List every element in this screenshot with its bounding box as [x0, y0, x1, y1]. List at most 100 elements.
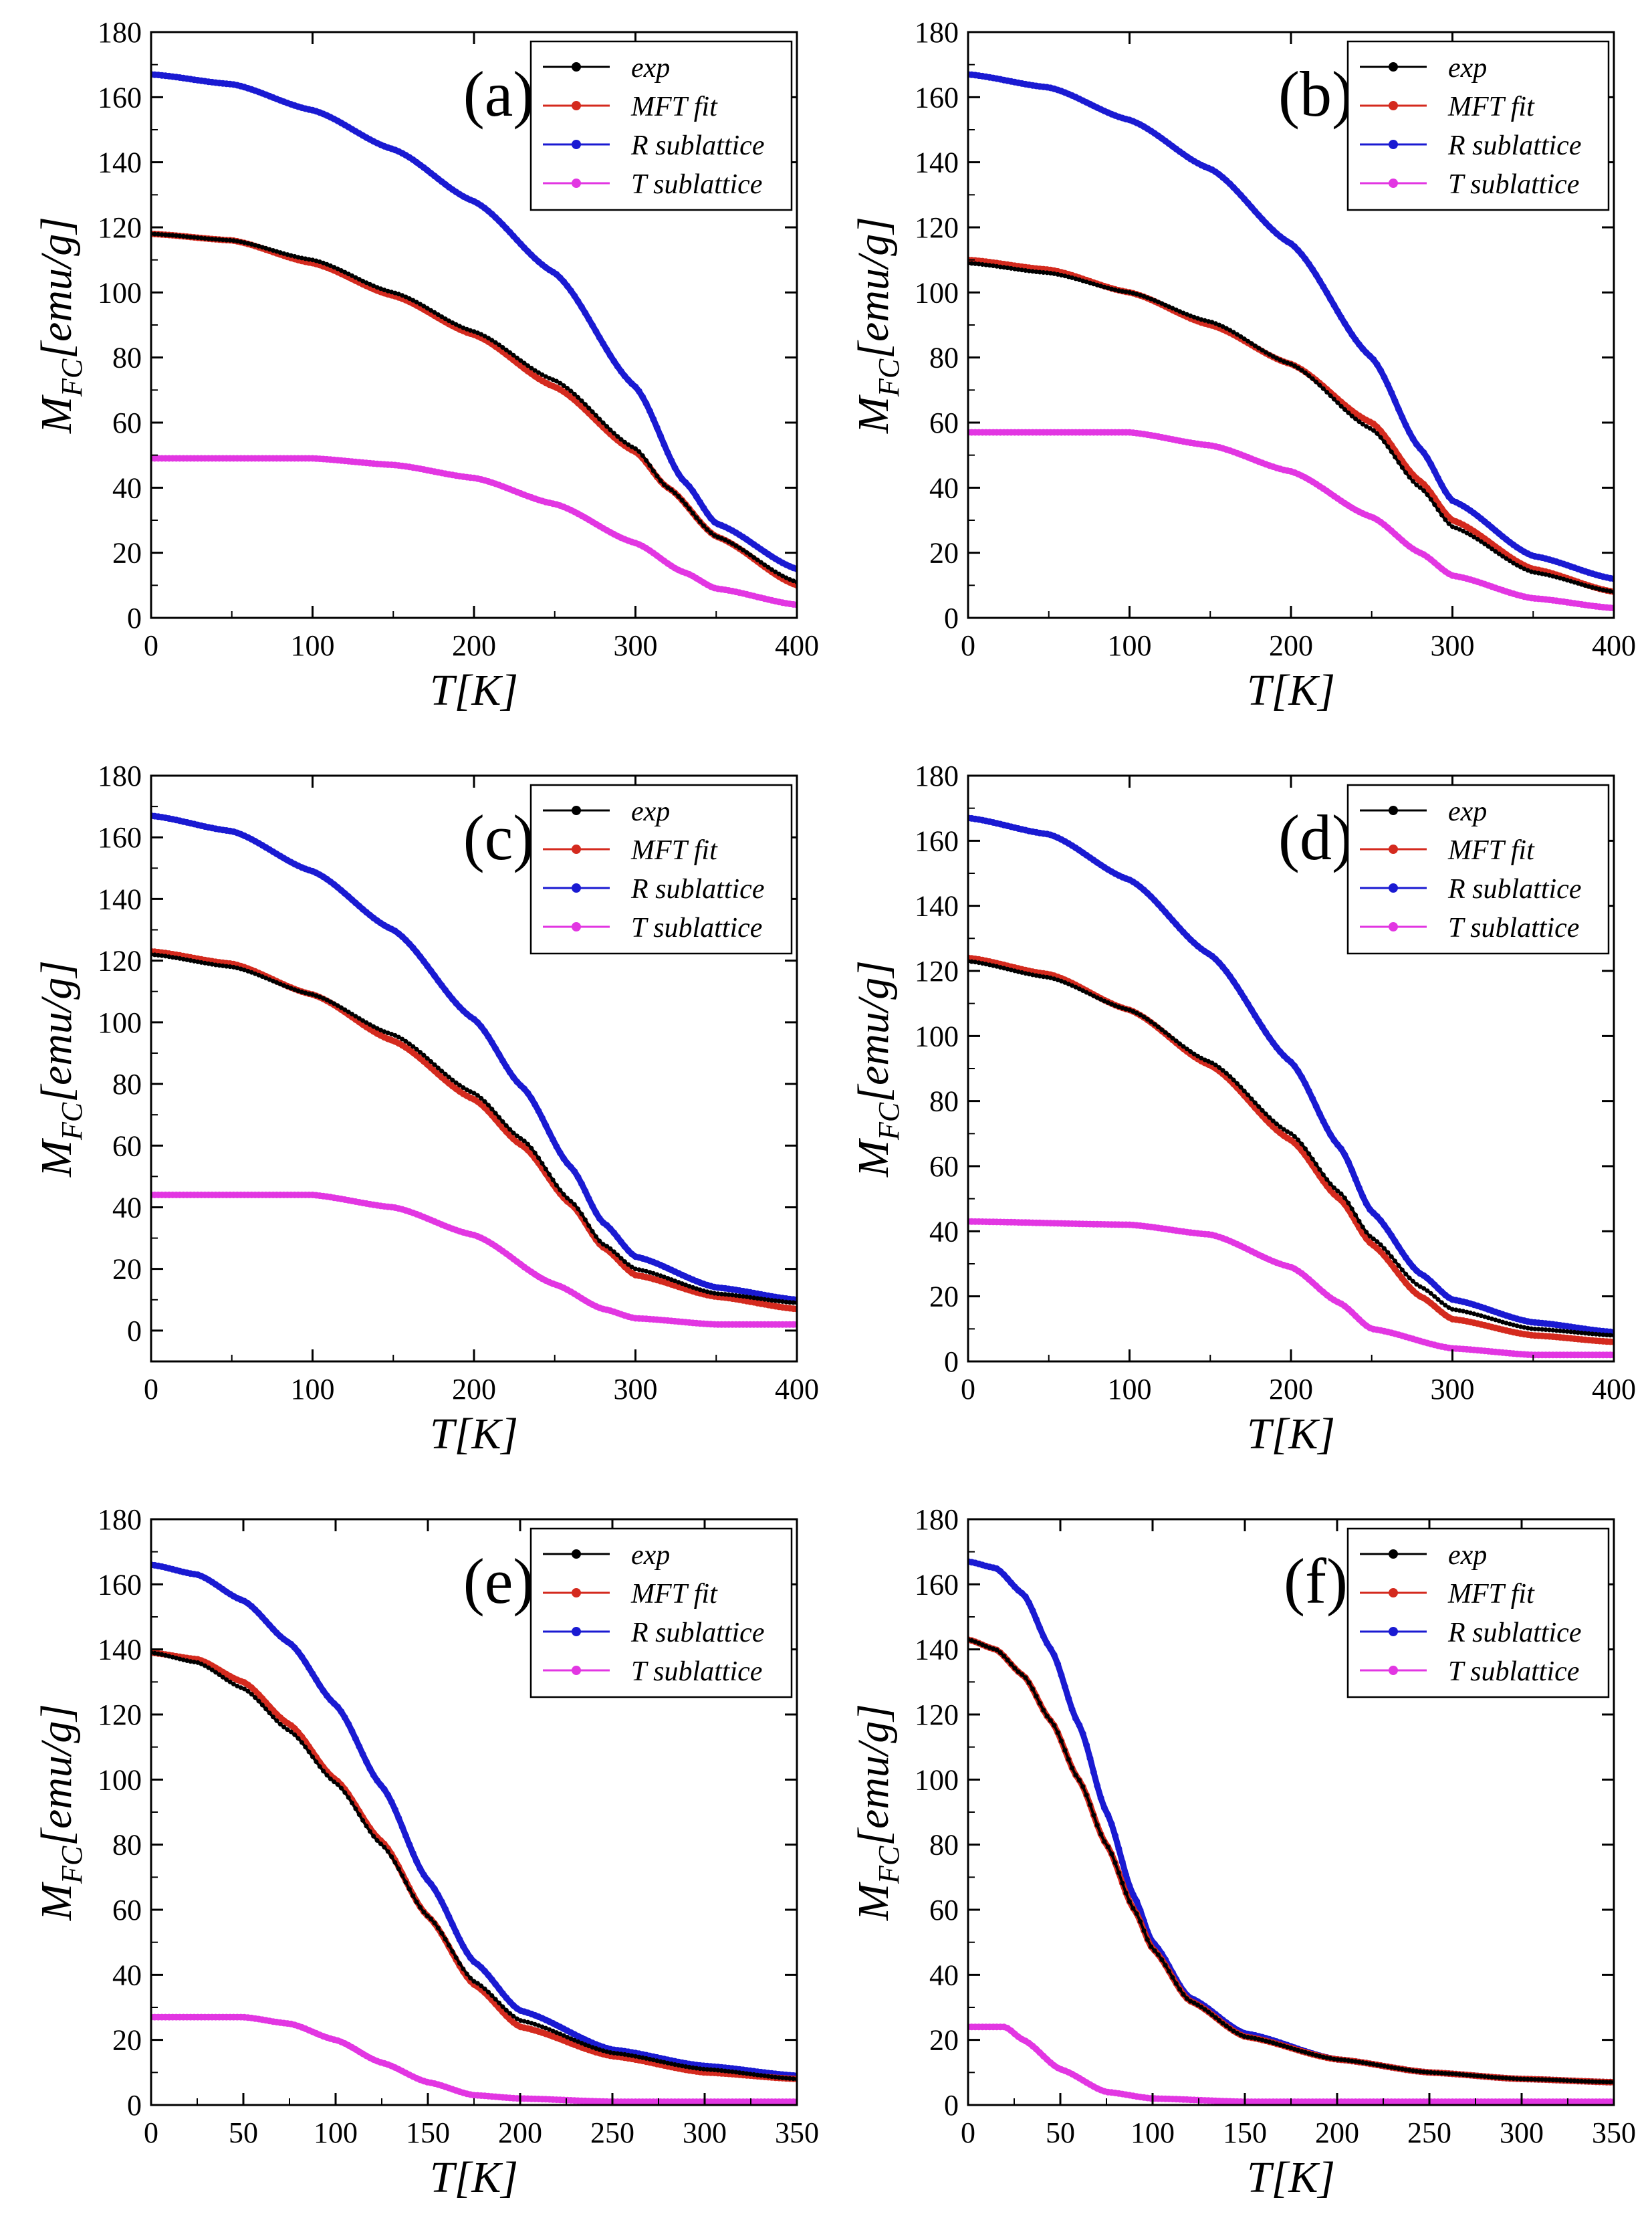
- data-point: [445, 1913, 453, 1920]
- data-point: [1246, 2035, 1251, 2039]
- legend-swatch-marker: [572, 1588, 581, 1597]
- y-tick-label: 60: [929, 1894, 959, 1926]
- data-point: [1529, 1326, 1534, 1331]
- data-point: [242, 1686, 247, 1692]
- y-tick-label: 160: [915, 1568, 959, 1601]
- data-point: [579, 398, 584, 403]
- data-point: [983, 1644, 989, 1649]
- y-axis-label-main: M: [32, 1881, 81, 1921]
- data-point: [658, 478, 663, 483]
- data-point: [572, 1202, 577, 1207]
- data-point: [543, 374, 548, 379]
- y-tick-label: 140: [98, 146, 142, 179]
- data-point: [1202, 318, 1207, 323]
- x-tick-label: 250: [1407, 2116, 1451, 2149]
- y-tick-label: 40: [112, 471, 142, 504]
- data-point: [1094, 995, 1100, 1000]
- data-point: [1227, 328, 1233, 333]
- data-point: [780, 573, 785, 578]
- data-point: [679, 2064, 685, 2069]
- data-point: [1048, 1718, 1053, 1723]
- data-point: [1554, 2078, 1559, 2083]
- data-point: [994, 1648, 999, 1652]
- data-point: [1260, 1108, 1265, 1113]
- data-point: [378, 1027, 383, 1032]
- data-point: [542, 1121, 550, 1129]
- data-point: [1149, 1019, 1154, 1024]
- data-point: [703, 510, 711, 517]
- data-point: [1471, 2073, 1477, 2078]
- data-point: [1384, 1226, 1391, 1234]
- data-point: [987, 962, 992, 968]
- data-point: [1342, 407, 1347, 412]
- series-line-fit: [968, 955, 1614, 1345]
- data-point: [1464, 2072, 1469, 2078]
- data-point: [1231, 2028, 1236, 2033]
- y-axis-label-unit: [emu/g]: [32, 960, 81, 1103]
- data-point: [1310, 2052, 1315, 2057]
- data-point: [1338, 1191, 1344, 1196]
- data-point: [163, 232, 168, 237]
- data-point: [395, 1814, 402, 1821]
- data-point: [1446, 1305, 1451, 1310]
- data-point: [217, 237, 222, 242]
- data-point: [1299, 2049, 1304, 2054]
- data-point: [1188, 313, 1193, 318]
- data-point: [352, 1735, 359, 1743]
- data-point: [1317, 1167, 1322, 1172]
- legend-swatch-marker: [572, 806, 581, 815]
- data-point: [402, 1832, 409, 1840]
- y-tick-label: 80: [112, 1068, 142, 1101]
- data-point: [1414, 482, 1419, 487]
- data-point: [550, 377, 556, 382]
- data-point: [1312, 1103, 1320, 1110]
- series-r: [968, 814, 1614, 1336]
- data-point: [1532, 2077, 1538, 2082]
- data-point: [744, 1294, 749, 1299]
- data-point: [1593, 1331, 1599, 1337]
- data-point: [338, 1708, 345, 1715]
- data-point: [1564, 2078, 1570, 2083]
- data-point: [1094, 1823, 1100, 1827]
- data-point: [432, 1920, 437, 1926]
- data-point: [363, 1758, 370, 1765]
- x-tick-label: 400: [1592, 1373, 1636, 1406]
- data-point: [644, 458, 649, 463]
- data-point: [374, 1026, 380, 1031]
- data-point: [507, 2011, 513, 2016]
- data-point: [213, 962, 219, 968]
- data-point: [712, 533, 717, 538]
- data-point: [1094, 1782, 1101, 1789]
- data-point: [708, 530, 713, 536]
- data-point: [1123, 1871, 1130, 1878]
- data-point: [310, 992, 315, 997]
- series-t: [968, 2023, 1614, 2105]
- data-point: [1238, 2032, 1244, 2037]
- data-point: [1493, 1317, 1498, 1323]
- data-point: [277, 250, 283, 255]
- data-point: [983, 962, 989, 967]
- data-point: [1546, 572, 1552, 578]
- data-point: [1220, 2021, 1225, 2026]
- data-point: [1323, 289, 1330, 296]
- data-point: [983, 262, 989, 267]
- data-point: [1461, 2072, 1466, 2078]
- data-point: [432, 310, 437, 315]
- data-point: [769, 1298, 774, 1303]
- data-point: [188, 958, 193, 963]
- data-point: [679, 497, 685, 503]
- data-point: [303, 1745, 308, 1750]
- data-point: [461, 325, 466, 330]
- data-point: [1320, 1117, 1327, 1125]
- x-tick-label: 200: [1269, 629, 1313, 662]
- data-point: [1058, 1672, 1065, 1679]
- data-point: [737, 545, 742, 550]
- panel-label: (d): [1278, 802, 1353, 873]
- data-point: [618, 368, 624, 375]
- y-tick-label: 180: [98, 16, 142, 49]
- data-point: [1091, 282, 1096, 287]
- data-point: [561, 383, 566, 389]
- data-point: [683, 502, 689, 507]
- data-point: [1558, 1328, 1562, 1333]
- data-point: [1041, 974, 1046, 980]
